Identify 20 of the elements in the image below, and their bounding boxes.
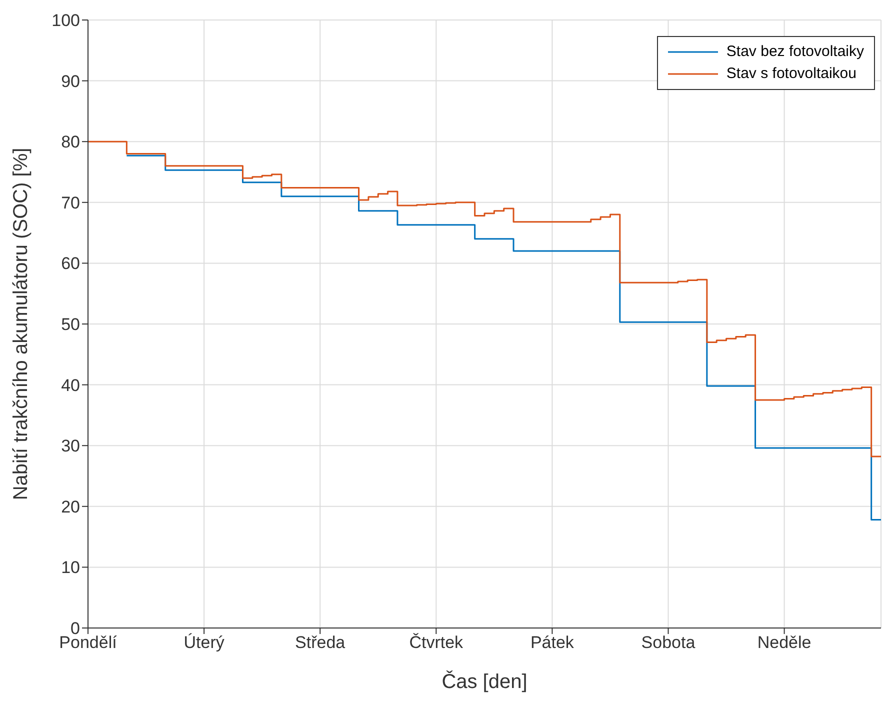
x-tick-label: Pátek bbox=[530, 633, 574, 652]
y-tick-label: 100 bbox=[52, 11, 80, 30]
y-tick-label: 50 bbox=[61, 315, 80, 334]
x-tick-label: Úterý bbox=[184, 633, 225, 652]
y-tick-label: 70 bbox=[61, 193, 80, 212]
x-axis-title: Čas [den] bbox=[442, 670, 528, 693]
y-tick-label: 40 bbox=[61, 376, 80, 395]
legend-label: Stav bez fotovoltaiky bbox=[726, 42, 864, 62]
y-tick-label: 90 bbox=[61, 72, 80, 91]
x-tick-label: Neděle bbox=[757, 633, 812, 652]
y-tick-label: 30 bbox=[61, 436, 80, 456]
y-axis-title: Nabití trakčního akumulátoru (SOC) [%] bbox=[10, 148, 32, 500]
y-tick-label: 10 bbox=[61, 558, 80, 578]
y-tick-label: 20 bbox=[61, 497, 80, 516]
x-tick-label: Sobota bbox=[641, 633, 696, 652]
x-tick-label: Středa bbox=[295, 633, 346, 652]
legend-label: Stav s fotovoltaikou bbox=[726, 64, 856, 84]
y-tick-label: 80 bbox=[61, 132, 80, 152]
x-tick-label: Čtvrtek bbox=[409, 633, 464, 652]
y-tick-label: 60 bbox=[61, 254, 80, 274]
